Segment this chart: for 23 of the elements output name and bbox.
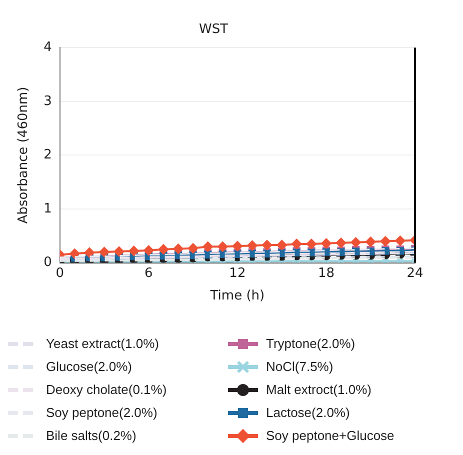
chart-title: WST xyxy=(198,22,228,38)
legend-label: Lactose(2.0%) xyxy=(266,405,350,420)
x-tick-label: 0 xyxy=(56,266,64,281)
x-tick-label: 18 xyxy=(318,266,334,281)
x-tick-label: 12 xyxy=(229,266,246,281)
legend-label: Bile salts(0.2%) xyxy=(46,428,136,443)
x-tick-label: 6 xyxy=(144,266,153,281)
legend-label: Glucose(2.0%) xyxy=(46,359,132,374)
x-axis-title: Time (h) xyxy=(209,288,265,304)
legend-label: NoCl(7.5%) xyxy=(266,359,334,374)
legend-label: Soy peptone+Glucose xyxy=(266,428,394,443)
y-tick-label: 3 xyxy=(44,94,52,109)
y-tick-label: 0 xyxy=(44,255,52,270)
x-tick-label: 24 xyxy=(406,266,424,281)
legend-label: Malt extroct(1.0%) xyxy=(266,382,372,397)
legend-label: Deoxy cholate(0.1%) xyxy=(46,382,167,397)
y-tick-label: 4 xyxy=(44,40,52,55)
legend-label: Tryptone(2.0%) xyxy=(266,336,356,351)
y-axis-title: Absorbance (460nm) xyxy=(16,86,32,224)
y-tick-label: 2 xyxy=(44,148,52,163)
legend-label: Soy peptone(2.0%) xyxy=(46,405,158,420)
y-tick-label: 1 xyxy=(44,201,52,216)
legend-label: Yeast extract(1.0%) xyxy=(46,336,159,351)
